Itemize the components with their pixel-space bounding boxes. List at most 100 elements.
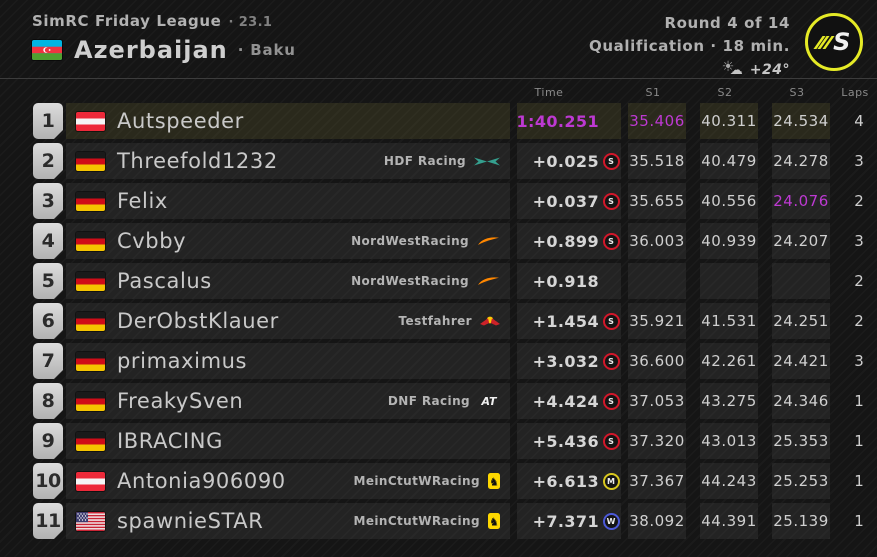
time-value: +6.613 (532, 471, 599, 491)
time-value: +1.454 (532, 311, 599, 331)
driver-cell: Cvbby NordWestRacing (66, 223, 510, 259)
driver-row[interactable]: 7 primaximus +3.032 S 36.600 42.261 24.4… (33, 343, 877, 379)
sector3-time: 24.421 (772, 343, 830, 379)
ferrari-logo-icon: ♞ (488, 473, 500, 489)
position-number: 5 (41, 270, 55, 292)
driver-row[interactable]: 9 IBRACING +5.436 S 37.320 43.013 25.353… (33, 423, 877, 459)
tyre-soft-icon: S (602, 232, 620, 250)
sector3-time: 24.251 (772, 303, 830, 339)
time-cell: +0.918 (517, 263, 621, 299)
driver-row[interactable]: 4 Cvbby NordWestRacing +0.899 S 36.003 4… (33, 223, 877, 259)
results-table: 1 Autspeeder 1:40.251 35.406 40.311 24.5… (33, 103, 877, 543)
sector1-time: 37.320 (628, 423, 686, 459)
sector2-time: 43.013 (700, 423, 758, 459)
driver-row[interactable]: 5 Pascalus NordWestRacing +0.918 2 (33, 263, 877, 299)
sector1-time: 35.921 (628, 303, 686, 339)
usa-flag-icon (76, 511, 105, 531)
position-badge: 1 (33, 103, 63, 139)
driver-cell: Autspeeder (66, 103, 510, 139)
laps-count: 4 (854, 112, 864, 130)
sector3-time: 24.076 (772, 183, 830, 219)
sector3-time: 24.346 (772, 383, 830, 419)
driver-row[interactable]: 6 DerObstKlauer Testfahrer +1.454 S 35.9… (33, 303, 877, 339)
svg-text:♞: ♞ (489, 516, 499, 529)
mclaren-logo-icon (477, 276, 500, 286)
laps-count: 3 (854, 352, 864, 370)
driver-cell: FreakySven DNF Racing AT (66, 383, 510, 419)
driver-row[interactable]: 11 spawnieSTAR MeinCtutWRacing ♞ +7.371 … (33, 503, 877, 539)
team-info: MeinCtutWRacing ♞ (354, 513, 500, 529)
driver-row[interactable]: 8 FreakySven DNF Racing AT +4.424 S 37.0… (33, 383, 877, 419)
time-value: +0.037 (532, 191, 599, 211)
tyre-soft-icon: S (602, 312, 620, 330)
team-name: DNF Racing (387, 394, 470, 408)
sector2-time: 40.479 (700, 143, 758, 179)
tyre-soft-icon: S (602, 152, 620, 170)
driver-row[interactable]: 10 Antonia906090 MeinCtutWRacing ♞ +6.61… (33, 463, 877, 499)
germany-flag-icon (76, 431, 105, 451)
driver-name: spawnieSTAR (117, 509, 264, 533)
sector2-time: 44.243 (700, 463, 758, 499)
sector1-time: 35.518 (628, 143, 686, 179)
driver-row[interactable]: 2 Threefold1232 HDF Racing +0.025 S 35.5… (33, 143, 877, 179)
driver-cell: DerObstKlauer Testfahrer (66, 303, 510, 339)
time-cell: +6.613 M (517, 463, 621, 499)
tyre-medium-icon: M (602, 472, 620, 490)
laps-count: 2 (854, 192, 864, 210)
driver-row[interactable]: 1 Autspeeder 1:40.251 35.406 40.311 24.5… (33, 103, 877, 139)
temperature: +24° (749, 62, 790, 78)
sector2-time: 42.261 (700, 343, 758, 379)
driver-name: Cvbby (117, 229, 187, 253)
time-value: +7.371 (532, 511, 599, 531)
sector3-time: 24.207 (772, 223, 830, 259)
sector2-time: 40.311 (700, 103, 758, 139)
laps-count: 1 (854, 512, 864, 530)
position-number: 3 (41, 190, 55, 212)
time-value: +0.025 (532, 151, 599, 171)
laps-count: 1 (854, 432, 864, 450)
laps-count: 2 (854, 272, 864, 290)
round-label: Round 4 of 14 (664, 14, 790, 32)
session-info: Round 4 of 14 Qualification · 18 min. ☀ ☁… (589, 14, 790, 79)
session-label: Qualification · 18 min. (589, 37, 790, 55)
laps-count: 1 (854, 392, 864, 410)
weather-line: ☀ ☁ +24° (589, 59, 790, 79)
tyre-soft-icon: S (602, 392, 620, 410)
position-number: 10 (35, 470, 61, 492)
sector2-time: 41.531 (700, 303, 758, 339)
sector1-time (628, 263, 686, 299)
sector1-time: 35.406 (628, 103, 686, 139)
position-badge: 9 (33, 423, 63, 459)
driver-name: FreakySven (117, 389, 244, 413)
driver-name: Antonia906090 (117, 469, 286, 493)
position-badge: 6 (33, 303, 63, 339)
driver-name: Autspeeder (117, 109, 244, 133)
position-number: 11 (35, 510, 61, 532)
laps-count: 3 (854, 152, 864, 170)
time-cell: +0.899 S (517, 223, 621, 259)
time-cell: +3.032 S (517, 343, 621, 379)
driver-cell: spawnieSTAR MeinCtutWRacing ♞ (66, 503, 510, 539)
position-number: 7 (41, 350, 55, 372)
driver-cell: Threefold1232 HDF Racing (66, 143, 510, 179)
germany-flag-icon (76, 231, 105, 251)
team-info: NordWestRacing (351, 234, 500, 248)
driver-name: primaximus (117, 349, 248, 373)
germany-flag-icon (76, 191, 105, 211)
laps-count: 1 (854, 472, 864, 490)
position-badge: 2 (33, 143, 63, 179)
simrc-logo-icon: S (805, 13, 863, 71)
league-title-line: SimRC Friday League · 23.1 (32, 12, 272, 30)
time-cell: +7.371 W (517, 503, 621, 539)
sector1-time: 38.092 (628, 503, 686, 539)
driver-row[interactable]: 3 Felix +0.037 S 35.655 40.556 24.076 2 (33, 183, 877, 219)
germany-flag-icon (76, 311, 105, 331)
time-value: +3.032 (532, 351, 599, 371)
time-value: +4.424 (532, 391, 599, 411)
position-badge: 5 (33, 263, 63, 299)
position-badge: 7 (33, 343, 63, 379)
sector1-time: 35.655 (628, 183, 686, 219)
driver-name: DerObstKlauer (117, 309, 279, 333)
position-number: 1 (41, 110, 55, 132)
